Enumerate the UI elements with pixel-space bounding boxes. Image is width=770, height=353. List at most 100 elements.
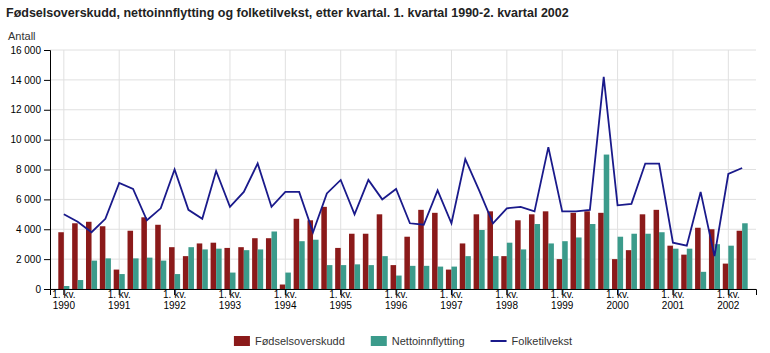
bar [654, 210, 660, 289]
legend-label: Folketilvekst [512, 335, 573, 347]
bar [548, 243, 554, 289]
y-tick: 12 000 [10, 104, 50, 115]
bar [543, 211, 549, 289]
bar [368, 265, 374, 289]
x-tick-label-line: 1. kv. [163, 289, 186, 300]
bar [230, 273, 236, 289]
x-tick: 1. kv.2001 [661, 289, 684, 311]
bar [728, 246, 734, 289]
bar [266, 238, 272, 289]
x-tick-label: 1. kv.1999 [551, 289, 574, 311]
legend-label: Nettoinnflytting [392, 335, 465, 347]
title: Fødselsoverskudd, nettoinnflytting og fo… [6, 6, 569, 20]
x-tick-label-line: 1997 [440, 300, 463, 311]
bar [216, 249, 222, 289]
bar [105, 258, 111, 289]
bar [723, 264, 729, 289]
x-tick-label-line: 1993 [219, 300, 242, 311]
bar [396, 276, 402, 289]
x-tick-label: 1. kv.1990 [52, 289, 75, 311]
y-tick-mark [44, 229, 50, 230]
x-grid-line [119, 50, 120, 289]
bar [377, 214, 383, 289]
bar [604, 155, 610, 289]
y-tick: 0 [35, 284, 50, 295]
x-tick-label-line: 1. kv. [661, 289, 684, 300]
x-tick: 1. kv.1996 [385, 289, 408, 311]
bar [100, 226, 106, 289]
y-tick-label: 8 000 [16, 164, 41, 175]
bar [299, 241, 305, 289]
y-tick-label: 2 000 [16, 254, 41, 265]
x-grid-line [396, 50, 397, 289]
x-tick-label-line: 1992 [163, 300, 186, 311]
y-axis-label: Antall [8, 30, 36, 42]
legend-swatch [234, 336, 250, 346]
x-tick-label-line: 1. kv. [218, 289, 241, 300]
y-tick-label: 4 000 [16, 224, 41, 235]
bar [529, 214, 535, 289]
bar [271, 231, 277, 289]
y-grid-line [50, 50, 756, 51]
bar [327, 265, 333, 289]
bar [133, 258, 139, 289]
y-axis: 02 0004 0006 0008 00010 00012 00014 0001… [10, 45, 50, 295]
bar [474, 214, 480, 289]
bar [349, 234, 355, 289]
x-tick-label-line: 1996 [385, 300, 408, 311]
bar [141, 217, 147, 289]
bar [224, 248, 230, 289]
x-tick-label: 1. kv.1993 [218, 289, 241, 311]
bar [742, 223, 748, 289]
y-tick-mark [44, 289, 50, 290]
x-tick-label: 1. kv.1994 [274, 289, 297, 311]
bar [355, 264, 361, 289]
legend-swatch [491, 340, 507, 342]
x-tick-label-line: 1. kv. [108, 289, 131, 300]
marks [58, 77, 747, 289]
bar [535, 224, 541, 289]
x-tick-label-line: 1999 [551, 300, 574, 311]
x-tick-label: 1. kv.1995 [329, 289, 352, 311]
bar [72, 223, 78, 289]
bar [612, 259, 618, 289]
y-tick-label: 6 000 [16, 194, 41, 205]
y-tick-mark [44, 170, 50, 171]
bar [244, 250, 250, 289]
bar [673, 249, 679, 289]
y-tick-label: 10 000 [10, 134, 41, 145]
x-tick-label-line: 2002 [717, 300, 740, 311]
x-tick-label-line: 1990 [53, 300, 76, 311]
x-tick-label-line: 1. kv. [274, 289, 297, 300]
bar [119, 274, 125, 289]
bar [341, 265, 347, 289]
x-tick: 1. kv.2002 [717, 289, 740, 311]
legend-label: Fødselsoverskudd [255, 335, 345, 347]
bar [169, 247, 175, 289]
bar [202, 249, 208, 289]
x-tick-label-line: 2000 [606, 300, 629, 311]
bar [424, 266, 430, 289]
y-tick-label: 0 [35, 284, 41, 295]
x-tick-label: 1. kv.1998 [495, 289, 518, 311]
y-grid-line [50, 79, 756, 80]
y-tick-mark [44, 259, 50, 260]
bar-series [58, 207, 742, 289]
y-tick: 2 000 [16, 254, 50, 265]
x-tick: 1. kv.1994 [274, 289, 297, 311]
y-tick: 14 000 [10, 75, 50, 86]
bar [404, 237, 410, 289]
bar [128, 231, 134, 289]
bar [175, 274, 181, 289]
x-tick: 1. kv.2000 [606, 289, 629, 311]
bar [631, 234, 637, 289]
bar [410, 266, 416, 289]
bar [391, 265, 397, 289]
bar [147, 258, 153, 289]
y-grid-line [50, 109, 756, 110]
bar [188, 247, 194, 289]
bar [114, 270, 120, 289]
bar [382, 256, 388, 289]
y-tick-label: 12 000 [10, 104, 41, 115]
x-tick-label-line: 1. kv. [551, 289, 574, 300]
